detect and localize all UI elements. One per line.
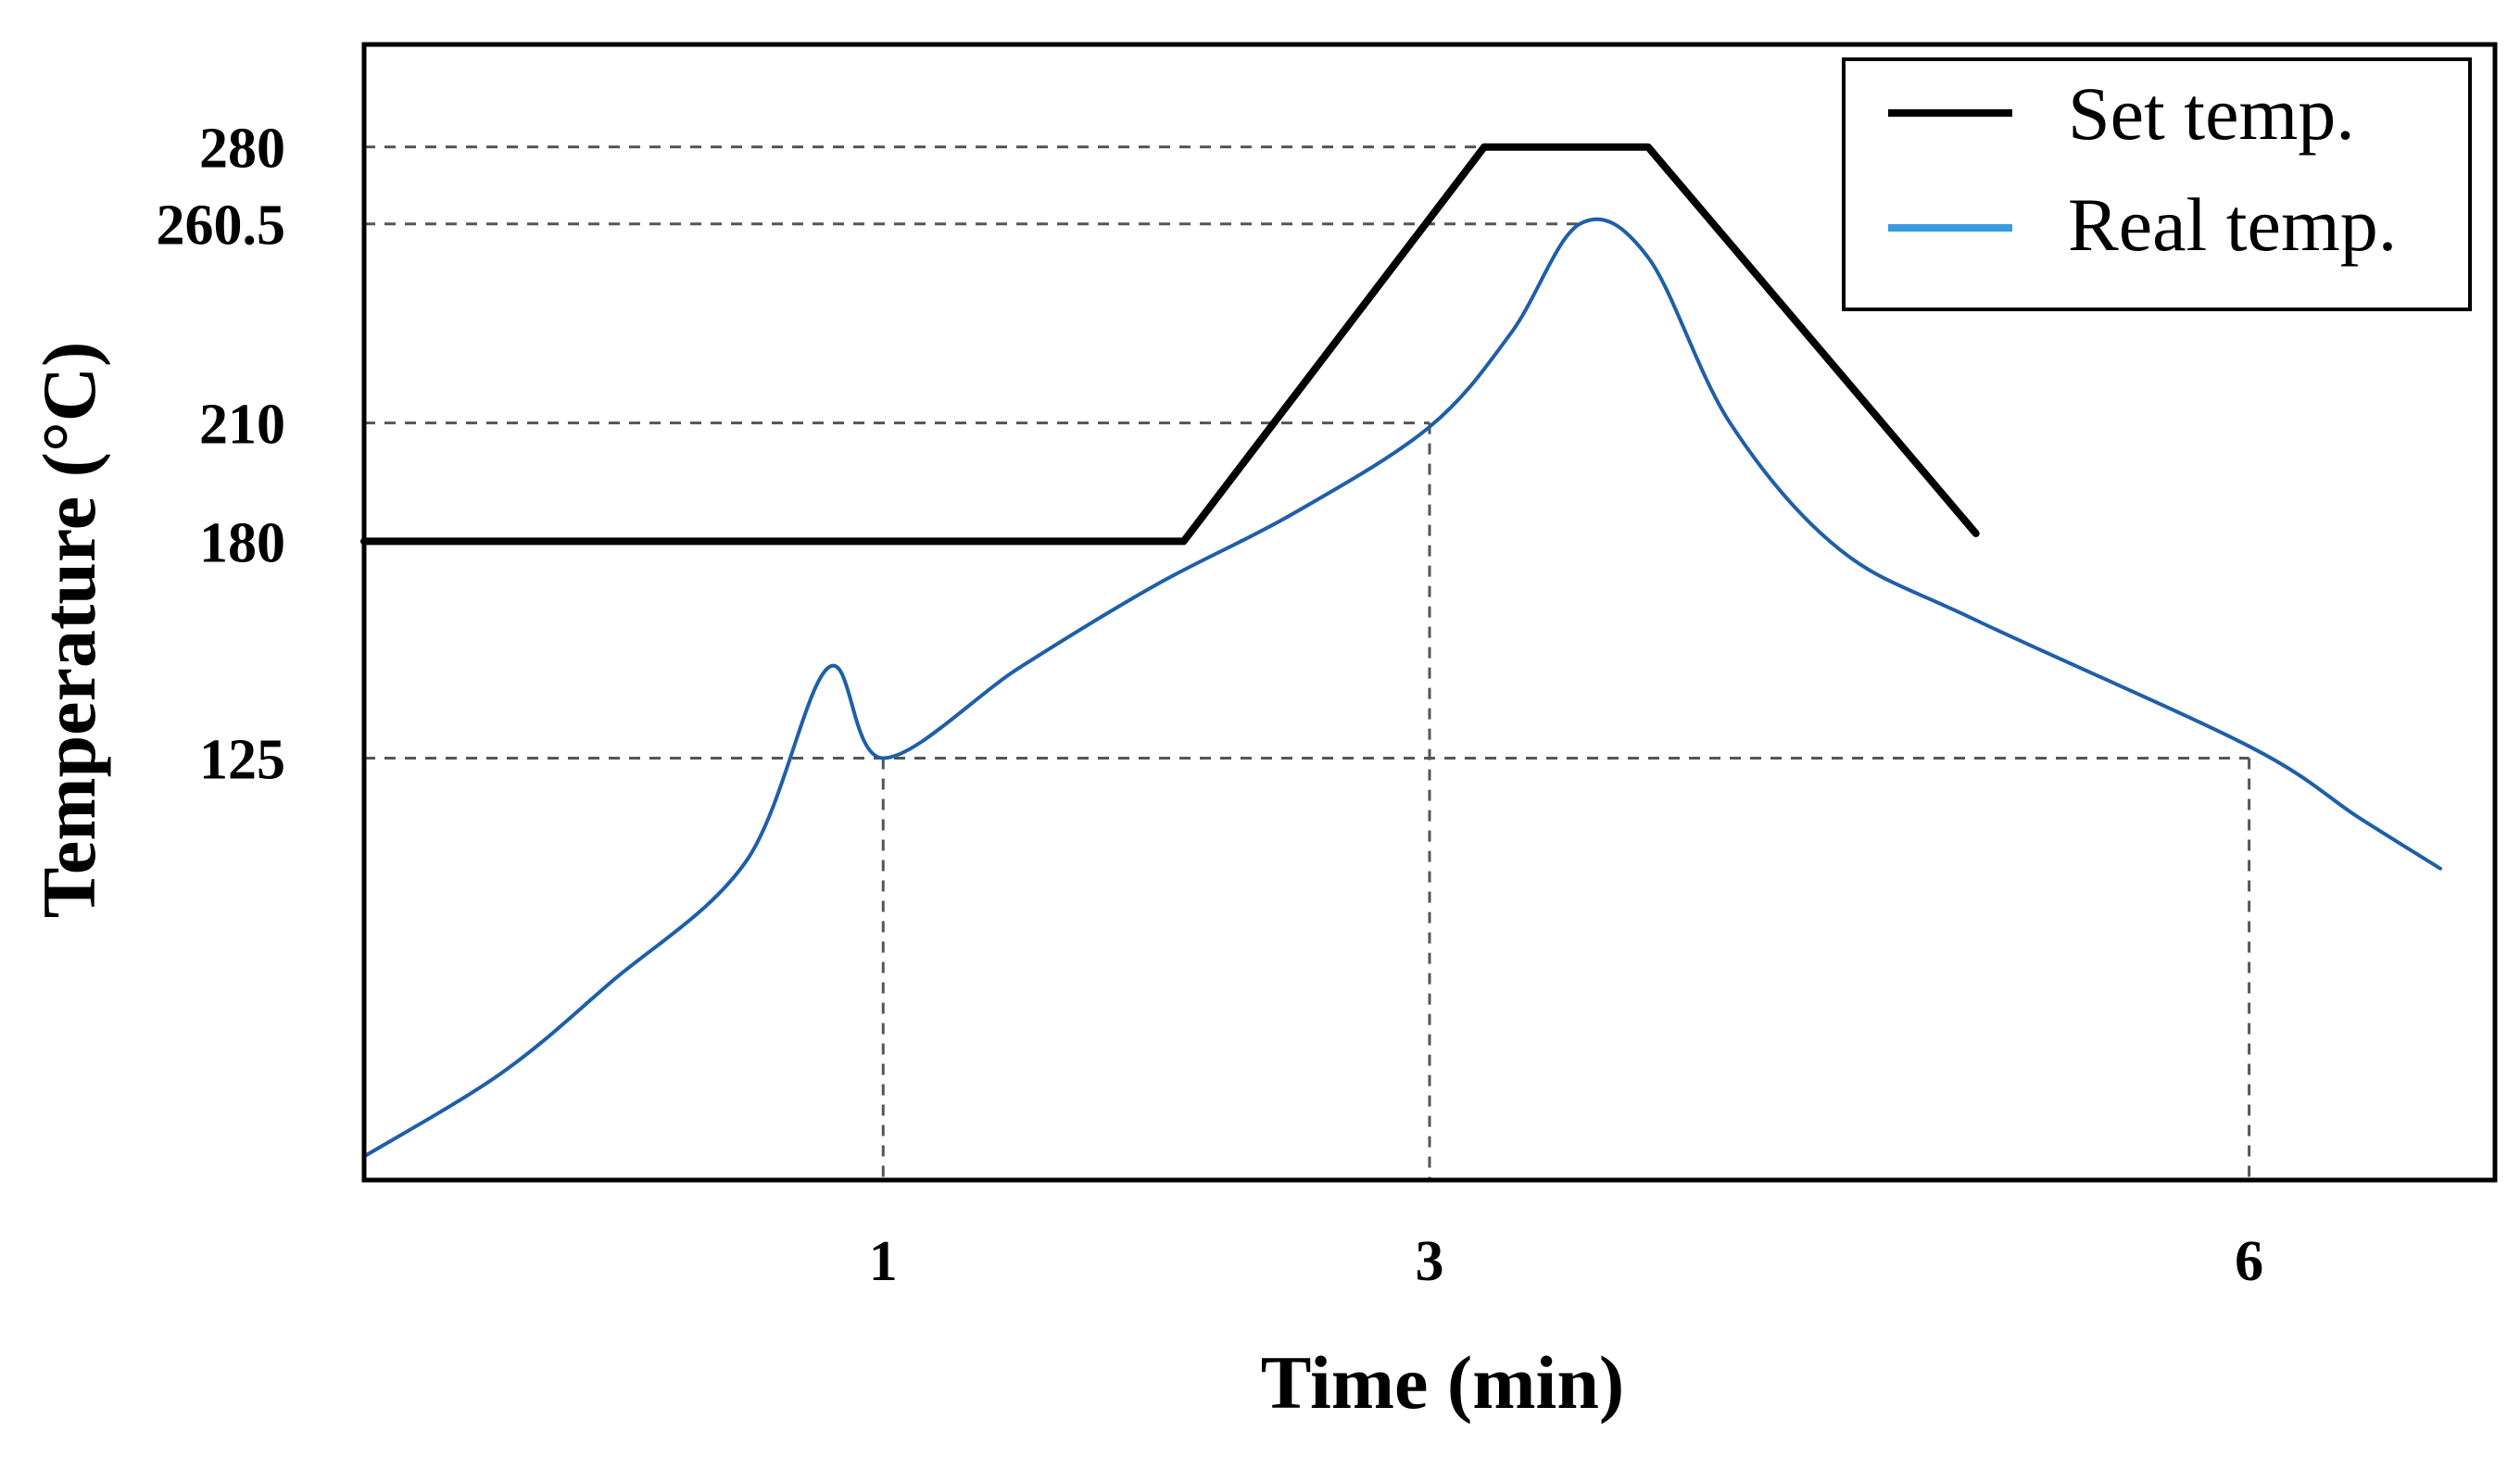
legend-label-set-temp: Set temp.: [2068, 71, 2355, 156]
legend-box: [1842, 57, 2472, 311]
legend: Set temp. Real temp.: [1842, 57, 2472, 311]
x-tick-label-1: 3: [1416, 1230, 1444, 1293]
y-tick-label-4: 280: [199, 118, 285, 181]
x-axis-title: Time (min): [1261, 1340, 1625, 1425]
x-tick-label-2: 6: [2235, 1230, 2263, 1293]
x-tick-label-0: 1: [869, 1230, 898, 1293]
x-tick-labels: 1 3 6: [869, 1230, 2263, 1293]
y-tick-labels: 125 180 210 260.5 280: [157, 118, 286, 792]
series-line-1: [362, 217, 2442, 1159]
series-lines: [360, 143, 2442, 1159]
legend-label-real-temp: Real temp.: [2068, 182, 2397, 267]
y-tick-label-0: 125: [199, 729, 285, 792]
plot-frame: [361, 42, 2498, 1183]
guide-lines: [364, 145, 2251, 1180]
y-tick-label-2: 210: [199, 394, 285, 457]
y-axis-title: Temperature (°C): [27, 342, 111, 919]
y-tick-label-3: 260.5: [157, 195, 286, 257]
series-line-0: [360, 143, 1980, 546]
y-tick-label-1: 180: [199, 511, 285, 574]
